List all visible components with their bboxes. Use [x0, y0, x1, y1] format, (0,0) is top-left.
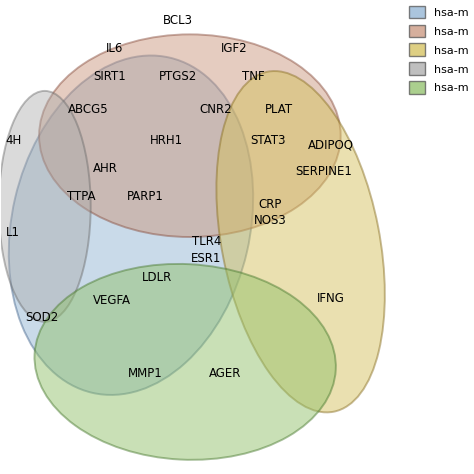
- Text: LDLR: LDLR: [142, 271, 172, 283]
- Text: SOD2: SOD2: [25, 310, 58, 324]
- Text: IGF2: IGF2: [221, 42, 248, 55]
- Text: VEGFA: VEGFA: [93, 294, 131, 307]
- Ellipse shape: [0, 91, 91, 322]
- Text: STAT3: STAT3: [250, 134, 285, 147]
- Ellipse shape: [9, 55, 253, 395]
- Text: SIRT1: SIRT1: [93, 70, 126, 83]
- Text: IL6: IL6: [106, 42, 123, 55]
- Text: HRH1: HRH1: [150, 134, 183, 147]
- Legend: hsa-m, hsa-m, hsa-m, hsa-m, hsa-m: hsa-m, hsa-m, hsa-m, hsa-m, hsa-m: [406, 2, 472, 98]
- Text: TTPA: TTPA: [67, 191, 96, 203]
- Text: AGER: AGER: [209, 367, 241, 380]
- Text: PARP1: PARP1: [127, 191, 164, 203]
- Text: IFNG: IFNG: [317, 292, 345, 305]
- Text: MMP1: MMP1: [128, 367, 163, 380]
- Text: CNR2: CNR2: [200, 103, 232, 116]
- Ellipse shape: [35, 264, 336, 460]
- Text: ABCG5: ABCG5: [68, 103, 109, 116]
- Ellipse shape: [217, 71, 385, 412]
- Text: ADIPOQ: ADIPOQ: [308, 138, 354, 152]
- Text: BCL3: BCL3: [163, 14, 193, 27]
- Text: PLAT: PLAT: [265, 103, 293, 116]
- Text: TLR4: TLR4: [191, 235, 221, 248]
- Ellipse shape: [39, 35, 341, 237]
- Text: CRP: CRP: [258, 198, 282, 210]
- Text: SERPINE1: SERPINE1: [296, 164, 353, 178]
- Text: NOS3: NOS3: [254, 214, 286, 227]
- Text: TNF: TNF: [242, 70, 265, 83]
- Text: AHR: AHR: [92, 162, 118, 175]
- Text: PTGS2: PTGS2: [159, 70, 197, 83]
- Text: L1: L1: [6, 226, 20, 239]
- Text: ESR1: ESR1: [191, 252, 221, 264]
- Text: 4H: 4H: [5, 134, 21, 147]
